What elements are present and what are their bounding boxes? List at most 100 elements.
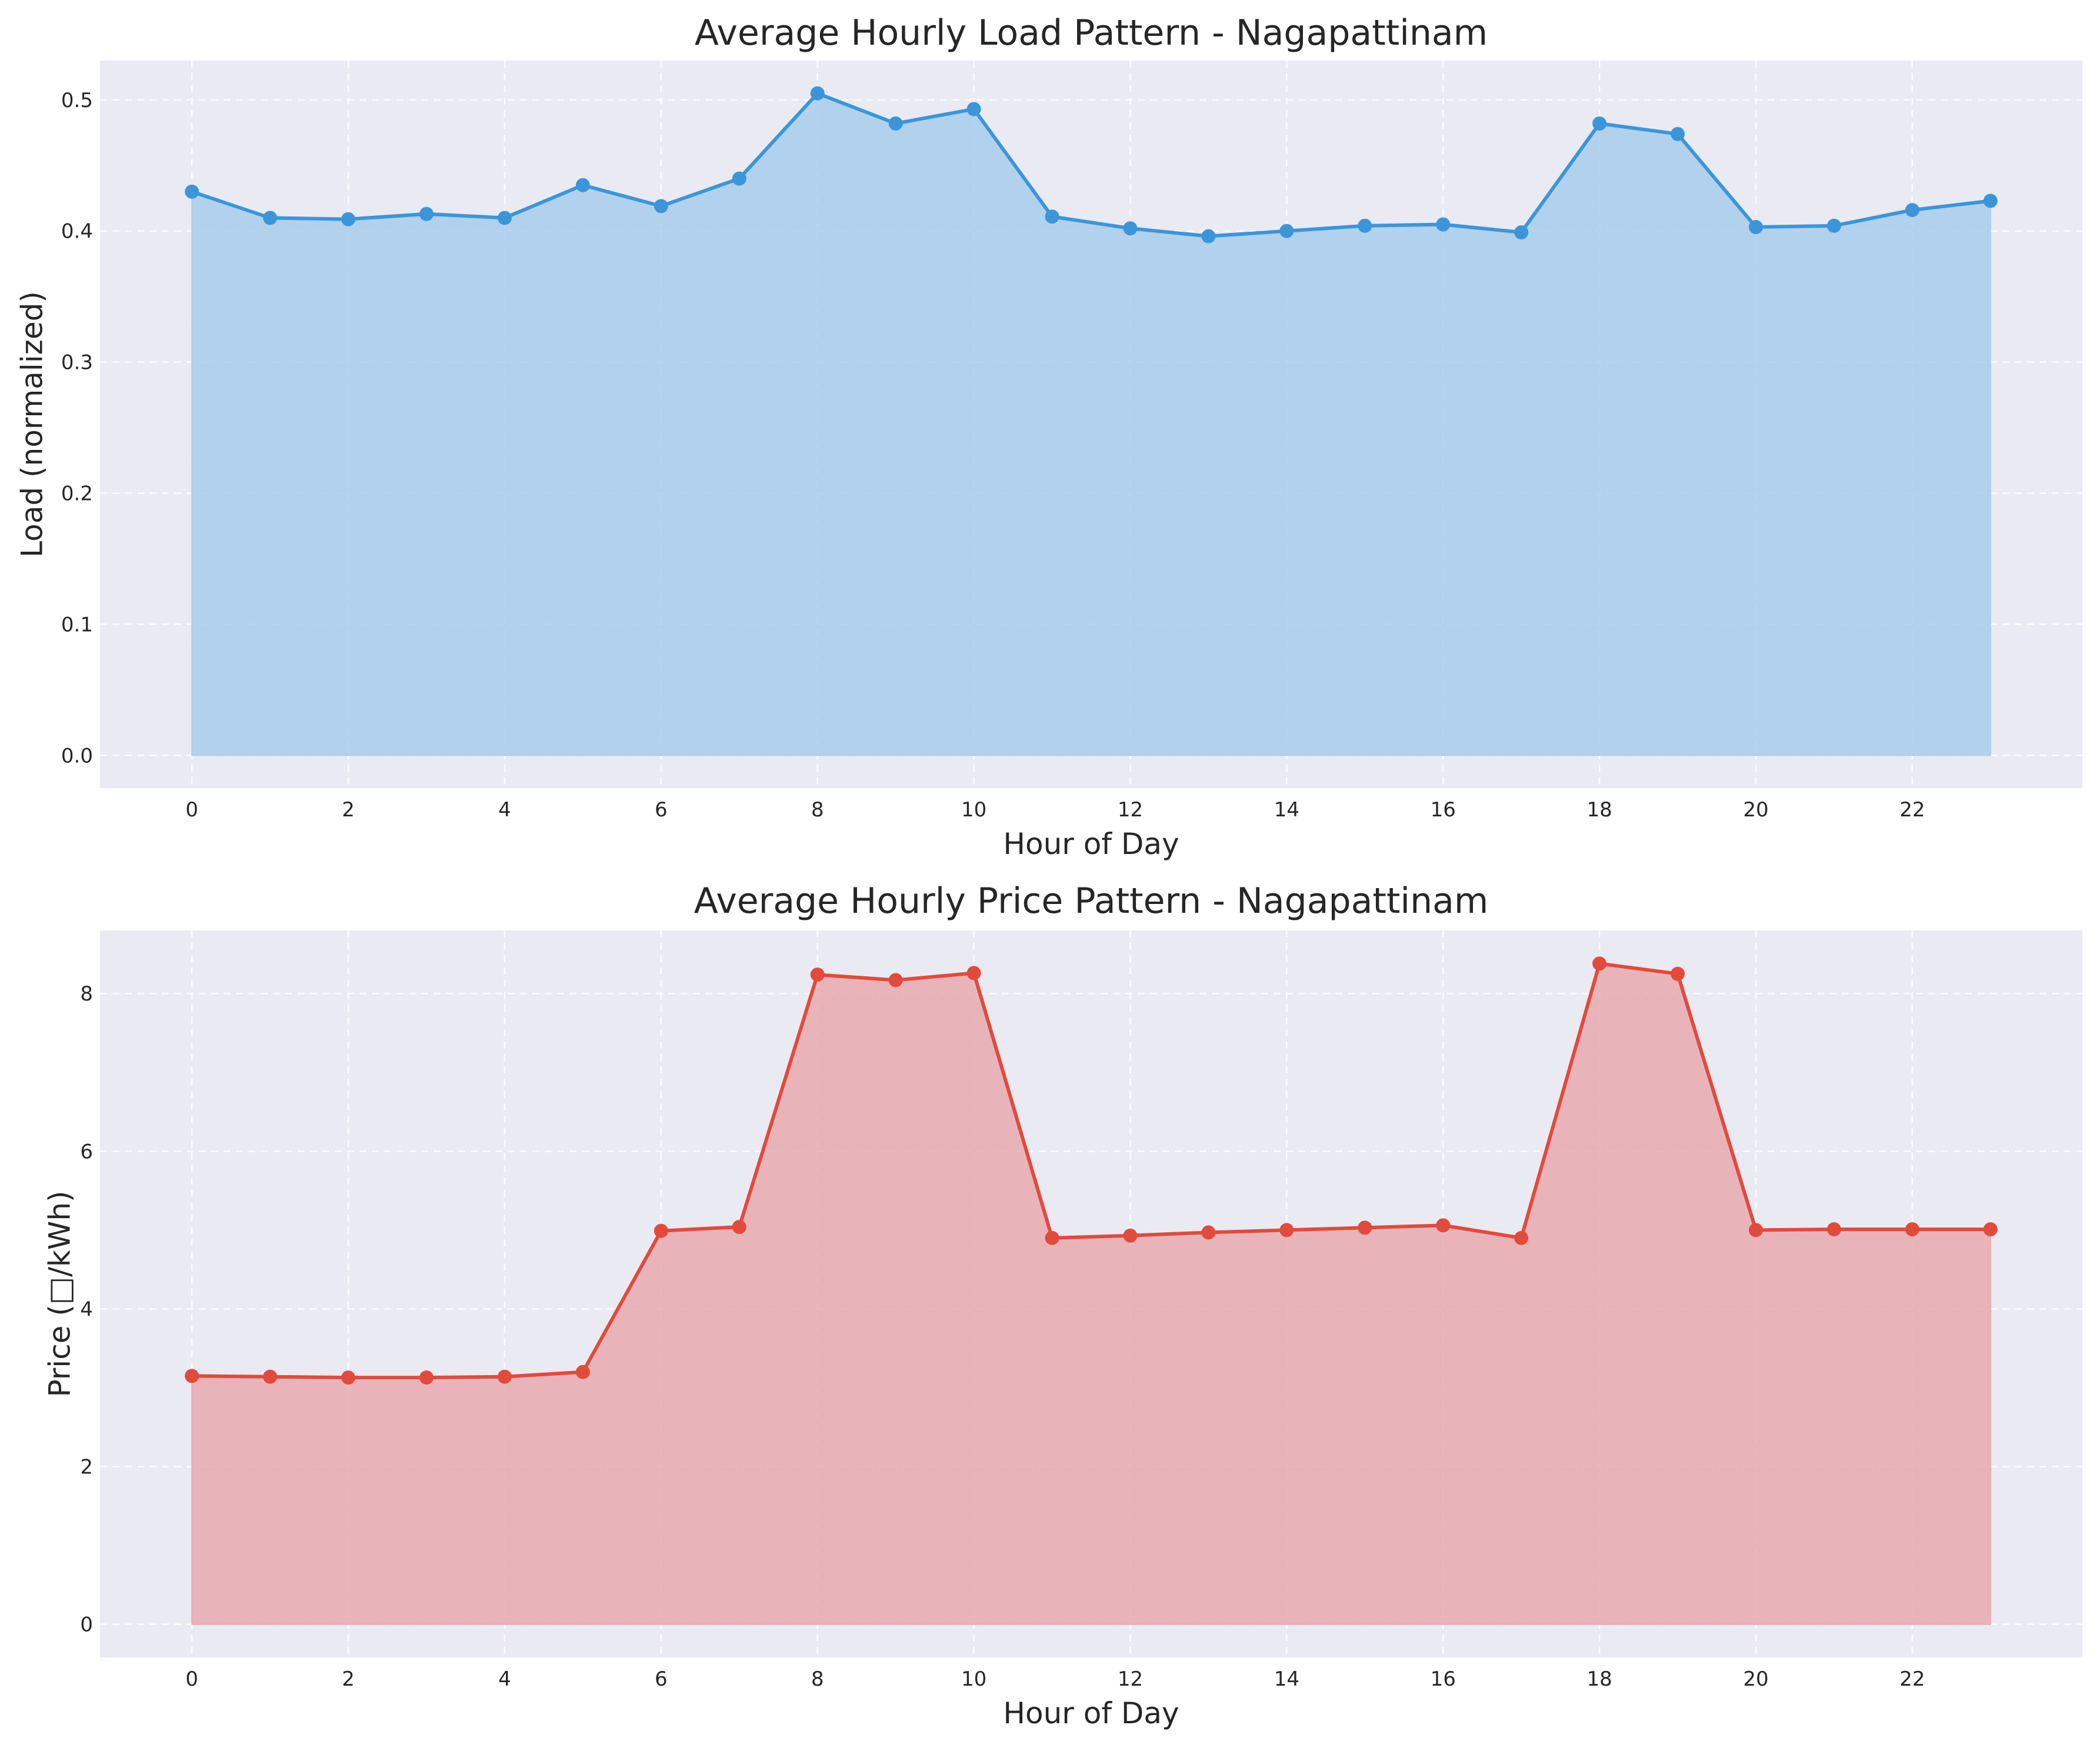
price-data-point (1201, 1225, 1216, 1240)
load-y-tick-label: 0.4 (61, 220, 93, 243)
load-data-point (1123, 221, 1138, 236)
load-series-line (191, 91, 1991, 238)
load-data-point (1045, 209, 1059, 224)
price-x-tick-label: 4 (498, 1667, 511, 1691)
price-data-point (497, 1369, 512, 1384)
load-x-tick-label: 12 (1118, 798, 1143, 822)
price-y-tick-label: 8 (80, 982, 93, 1006)
load-data-point (1279, 223, 1294, 238)
load-x-tick-label: 16 (1431, 798, 1456, 822)
load-y-ticks: 0.0 0.1 0.2 0.3 0.4 0.5 (61, 89, 93, 768)
price-x-tick-label: 0 (185, 1667, 198, 1691)
price-y-tick-label: 4 (80, 1297, 93, 1321)
price-chart-panel: 0 2 4 6 8 10 12 14 16 18 20 22 0 2 4 6 8 Average Hourly… (43, 880, 2082, 1730)
load-data-point (341, 212, 356, 226)
load-data-point (732, 171, 746, 186)
load-x-tick-label: 2 (342, 798, 355, 822)
price-data-point (654, 1223, 668, 1238)
price-y-tick-label: 2 (80, 1456, 93, 1479)
load-data-point (1201, 229, 1216, 243)
load-x-tick-label: 10 (961, 798, 986, 822)
price-data-point (1279, 1223, 1294, 1237)
price-data-point (341, 1370, 356, 1385)
load-x-tick-label: 8 (811, 798, 824, 822)
load-y-tick-label: 0.3 (61, 351, 93, 375)
price-y-axis-label: Price (□/kWh) (43, 1190, 77, 1397)
price-data-point (888, 973, 903, 988)
price-x-tick-label: 16 (1431, 1667, 1456, 1691)
price-data-point (1358, 1220, 1372, 1235)
load-x-tick-label: 4 (498, 798, 511, 822)
load-data-point (966, 102, 981, 116)
price-data-point (1671, 966, 1685, 981)
load-data-point (1592, 116, 1607, 131)
load-chart-panel: 0 2 4 6 8 10 12 14 16 18 20 22 0.0 0.1 0.2 0.3 0.4 0.5 A… (15, 12, 2082, 861)
price-data-point (966, 966, 981, 980)
load-y-axis-label: Load (normalized) (15, 291, 49, 558)
price-data-point (1983, 1222, 1998, 1237)
price-data-point (575, 1365, 590, 1379)
price-y-ticks: 0 2 4 6 8 (80, 982, 93, 1636)
price-x-tick-label: 6 (655, 1667, 668, 1691)
price-y-tick-label: 6 (80, 1140, 93, 1163)
load-x-ticks: 0 2 4 6 8 10 12 14 16 18 20 22 (185, 798, 1925, 822)
price-x-tick-label: 18 (1586, 1667, 1612, 1691)
price-data-point (263, 1369, 278, 1384)
price-x-tick-label: 14 (1274, 1667, 1299, 1691)
price-data-point (1826, 1222, 1841, 1237)
load-x-tick-label: 22 (1899, 798, 1925, 822)
price-x-tick-label: 12 (1118, 1667, 1143, 1691)
load-data-point (1983, 194, 1998, 208)
price-data-point (1045, 1230, 1059, 1245)
load-data-point (419, 206, 434, 221)
load-data-point (263, 211, 278, 225)
price-data-point (1514, 1230, 1529, 1245)
price-x-axis-label: Hour of Day (1003, 1696, 1179, 1730)
load-data-point (1748, 220, 1763, 235)
load-data-point (1436, 217, 1451, 232)
price-data-point (1748, 1223, 1763, 1237)
load-y-tick-label: 0.2 (61, 482, 93, 506)
price-series-line (192, 962, 1991, 1380)
price-data-point (732, 1220, 746, 1235)
load-y-tick-label: 0.0 (61, 744, 93, 768)
price-data-point (1123, 1228, 1138, 1243)
load-data-point (575, 178, 590, 192)
load-y-tick-label: 0.1 (61, 613, 93, 636)
load-data-point (497, 211, 512, 225)
price-data-point (1436, 1218, 1451, 1233)
load-x-tick-label: 14 (1274, 798, 1299, 822)
price-x-tick-label: 8 (811, 1667, 824, 1691)
price-data-point (1905, 1222, 1919, 1237)
load-data-points (185, 86, 1998, 243)
load-data-point (1514, 225, 1529, 239)
price-y-tick-label: 0 (80, 1613, 93, 1637)
price-chart-title: Average Hourly Price Pattern - Nagapatti… (694, 880, 1489, 922)
price-x-tick-label: 10 (961, 1667, 986, 1691)
price-x-tick-label: 22 (1899, 1667, 1925, 1691)
load-data-point (185, 184, 199, 199)
load-data-point (810, 86, 825, 101)
load-y-tick-label: 0.5 (61, 89, 93, 112)
load-data-point (1358, 218, 1372, 233)
load-data-point (1826, 218, 1841, 233)
price-data-point (185, 1369, 199, 1383)
load-data-point (1905, 203, 1919, 218)
price-data-point (1592, 956, 1607, 971)
load-x-axis-label: Hour of Day (1003, 827, 1179, 861)
load-x-tick-label: 0 (185, 798, 198, 822)
load-x-tick-label: 18 (1586, 798, 1612, 822)
price-data-points (185, 956, 1998, 1385)
load-data-point (1671, 126, 1685, 141)
price-x-tick-label: 2 (342, 1667, 355, 1691)
price-x-tick-label: 20 (1743, 1667, 1768, 1691)
price-x-ticks: 0 2 4 6 8 10 12 14 16 18 20 22 (185, 1667, 1925, 1691)
load-x-tick-label: 20 (1743, 798, 1768, 822)
load-x-tick-label: 6 (655, 798, 668, 822)
load-data-point (888, 116, 903, 131)
load-data-point (654, 199, 668, 214)
price-data-point (810, 968, 825, 982)
price-data-point (419, 1370, 434, 1385)
load-chart-title: Average Hourly Load Pattern - Nagapattin… (695, 12, 1488, 54)
